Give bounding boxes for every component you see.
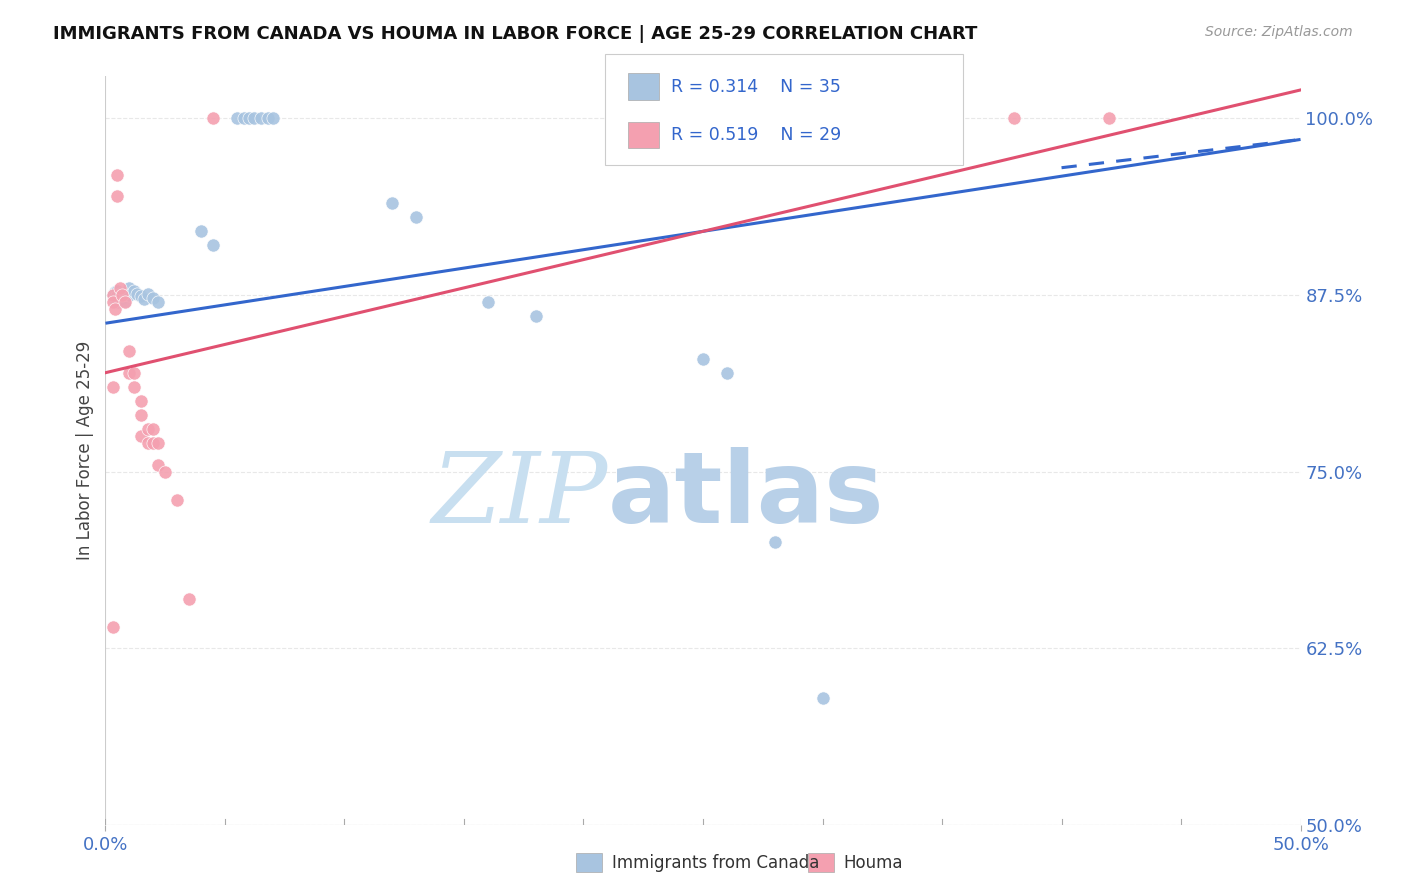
Point xyxy=(129,394,153,409)
Point xyxy=(153,465,177,479)
Point xyxy=(138,436,160,450)
Point xyxy=(122,380,145,394)
Point xyxy=(118,288,141,302)
Point xyxy=(107,289,129,303)
Point xyxy=(1002,112,1025,126)
Point xyxy=(129,408,153,422)
Point xyxy=(104,302,127,317)
Point xyxy=(142,291,165,305)
Point xyxy=(104,292,127,306)
Point xyxy=(477,295,499,310)
Point xyxy=(811,690,834,705)
Point xyxy=(108,281,131,295)
Text: Source: ZipAtlas.com: Source: ZipAtlas.com xyxy=(1205,25,1353,39)
Point xyxy=(118,344,141,359)
Point xyxy=(257,112,280,126)
Point xyxy=(142,436,165,450)
Point xyxy=(381,196,404,211)
Point xyxy=(101,295,124,310)
Point xyxy=(190,224,212,238)
Point xyxy=(114,293,136,308)
Point xyxy=(122,284,145,298)
Point xyxy=(692,351,714,366)
Point xyxy=(1098,112,1121,126)
Text: ZIP: ZIP xyxy=(432,448,607,543)
Point xyxy=(129,429,153,443)
Text: IMMIGRANTS FROM CANADA VS HOUMA IN LABOR FORCE | AGE 25-29 CORRELATION CHART: IMMIGRANTS FROM CANADA VS HOUMA IN LABOR… xyxy=(53,25,977,43)
Point xyxy=(104,285,127,299)
Point xyxy=(111,291,134,305)
Text: R = 0.314    N = 35: R = 0.314 N = 35 xyxy=(671,78,841,95)
Point xyxy=(114,295,136,310)
Point xyxy=(146,458,169,472)
Text: Houma: Houma xyxy=(844,854,903,871)
Point xyxy=(107,284,129,298)
Point xyxy=(107,189,129,203)
Text: Immigrants from Canada: Immigrants from Canada xyxy=(612,854,818,871)
Point xyxy=(132,292,155,306)
Point xyxy=(202,238,225,252)
Point xyxy=(107,295,129,310)
Point xyxy=(129,289,153,303)
Text: atlas: atlas xyxy=(607,447,884,544)
Point xyxy=(524,309,547,323)
Point xyxy=(107,168,129,182)
Point xyxy=(262,112,284,126)
Y-axis label: In Labor Force | Age 25-29: In Labor Force | Age 25-29 xyxy=(76,341,94,560)
Point xyxy=(118,366,141,380)
Point xyxy=(166,492,188,507)
Point xyxy=(238,112,260,126)
Point xyxy=(138,422,160,436)
Point xyxy=(111,288,134,302)
Point xyxy=(177,591,201,606)
Point xyxy=(225,112,249,126)
Point xyxy=(138,286,160,301)
Point xyxy=(716,366,738,380)
Point xyxy=(101,288,124,302)
Point xyxy=(108,286,131,301)
Point xyxy=(250,112,273,126)
Point xyxy=(202,112,225,126)
Point xyxy=(405,210,427,224)
Point xyxy=(146,436,169,450)
Point xyxy=(146,295,169,310)
Point xyxy=(233,112,256,126)
Point xyxy=(125,286,148,301)
Point xyxy=(763,535,786,549)
Point xyxy=(118,281,141,295)
Point xyxy=(101,620,124,634)
Point xyxy=(101,288,124,302)
Point xyxy=(101,380,124,394)
Point xyxy=(142,422,165,436)
Point xyxy=(122,366,145,380)
Point xyxy=(242,112,264,126)
Text: R = 0.519    N = 29: R = 0.519 N = 29 xyxy=(671,126,841,144)
